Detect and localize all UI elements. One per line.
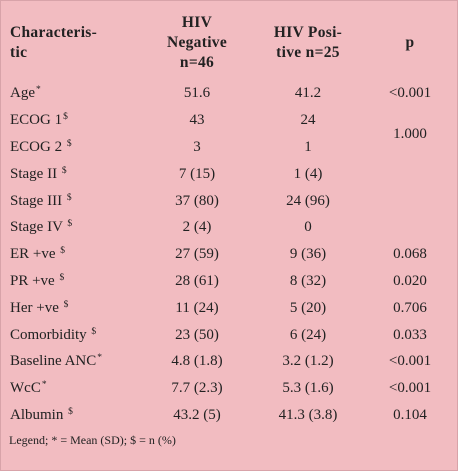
hiv-positive-value: 41.3 (3.8) [278,406,338,423]
row-label: ECOG 1$ [1,107,141,134]
row-label-text: ECOG 1 [10,112,63,129]
hiv-negative-value: 7.7 (2.3) [171,380,223,397]
table-row: ER +ve $27 (59) 9 (36) 0.068 [1,241,457,268]
table-row: Age* 51.6 41.2 <0.001 [1,80,457,107]
table-row: Baseline ANC* 4.8 (1.8) 3.2 (1.2) <0.001 [1,348,457,375]
p-value: 0.068 [393,246,427,263]
hiv-negative-value: 43 [189,112,205,129]
p-value: 0.033 [393,326,427,343]
hiv-negative-value: 27 (59) [175,246,219,263]
hiv-positive-value: 41.2 [294,85,322,102]
hiv-negative-value: 23 (50) [175,326,219,343]
row-label-text: Baseline ANC [10,353,97,370]
table-header-row: Characteris-tic HIV Negative n=46 HIV Posi… [1,1,457,80]
row-label-text: ECOG 2 [10,138,66,155]
hiv-negative-value: 28 (61) [175,272,219,289]
row-label: Stage IV $ [1,214,141,241]
row-label-mark: $ [66,192,72,203]
row-label-mark: $ [63,299,69,310]
hiv-negative-value: 11 (24) [175,299,219,316]
hiv-negative-value: 51.6 [183,85,211,102]
p-value: <0.001 [388,85,432,102]
row-label-text: Her +ve [10,299,63,316]
row-label: WcC* [1,375,141,402]
row-label-mark: $ [60,246,66,257]
p-value: 0.020 [393,272,427,289]
row-label: ECOG 2 $ [1,134,141,161]
table-row: Comorbidity $23 (50) 6 (24) 0.033 [1,321,457,348]
table-row: PR +ve $28 (61) 8 (32) 0.020 [1,268,457,295]
header-p: p [405,34,415,51]
row-label-mark: $ [61,165,67,176]
hiv-negative-value: 2 (4) [182,219,212,236]
row-label-mark: $ [66,138,72,149]
row-label: Comorbidity $ [1,321,141,348]
table-row: Stage IV $2 (4) 0 [1,214,457,241]
row-label: Albumin $ [1,402,141,429]
hiv-positive-value: 5 (20) [289,299,327,316]
hiv-positive-value: 9 (36) [289,246,327,263]
hiv-positive-value: 0 [304,219,312,236]
p-value: 1.000 [393,125,427,142]
hiv-positive-value: 3.2 (1.2) [282,353,334,370]
row-label-mark: $ [91,326,97,337]
row-label-mark: $ [59,272,65,283]
p-value: <0.001 [388,353,432,370]
row-label-text: Albumin [10,406,68,423]
hiv-positive-value: 6 (24) [289,326,327,343]
row-label-text: Stage II [10,165,61,182]
hiv-positive-value: 1 (4) [293,165,323,182]
table-row: Stage III $37 (80) 24 (96) [1,187,457,214]
row-label-mark: * [36,85,41,96]
row-label-mark: $ [67,219,73,230]
hiv-negative-value: 37 (80) [175,192,219,209]
row-label-mark: $ [68,406,73,417]
row-label: ER +ve $ [1,241,141,268]
row-label: Age* [1,80,141,107]
table-row: Her +ve $11 (24) 5 (20) 0.706 [1,294,457,321]
table-row: ECOG 2 $3 1 [1,134,457,161]
table-body: Age* 51.6 41.2 <0.001 ECOG 1$ 43 24 1.000 ECOG 2… [1,80,457,428]
header-characteristic: Characteris-tic [10,24,98,61]
row-label: Baseline ANC* [1,348,141,375]
table-row: ECOG 1$ 43 24 1.000 [1,107,457,141]
hiv-negative-value: 43.2 (5) [173,406,221,423]
row-label: PR +ve $ [1,268,141,295]
row-label-text: WcC [10,380,41,397]
hiv-positive-value: 1 [304,138,312,155]
row-label-text: Stage IV [10,219,67,236]
table-row: Stage II $7 (15) 1 (4) [1,160,457,187]
p-value: 0.706 [393,299,427,316]
row-label-text: PR +ve [10,272,59,289]
legend-row: Legend; * = Mean (SD); $ = n (%) [1,428,457,452]
hiv-positive-value: 24 (96) [286,192,330,209]
p-value [363,160,457,240]
table-row: Albumin $43.2 (5) 41.3 (3.8) 0.104 [1,402,457,429]
p-value: <0.001 [388,380,432,397]
row-label-text: Comorbidity [10,326,91,343]
row-label-mark: * [97,353,102,364]
characteristics-table: Characteris-tic HIV Negative n=46 HIV Posi… [1,1,457,452]
row-label-text: Age [10,85,35,102]
row-label-mark: $ [63,112,68,123]
hiv-positive-value: 24 [300,112,316,129]
hiv-negative-value: 7 (15) [178,165,216,182]
row-label: Stage III $ [1,187,141,214]
row-label: Her +ve $ [1,294,141,321]
table-row: WcC* 7.7 (2.3) 5.3 (1.6) <0.001 [1,375,457,402]
row-label-mark: * [41,380,47,391]
header-hiv-positive: HIV Posi-tive n=25 [273,24,343,61]
hiv-negative-value: 4.8 (1.8) [171,353,223,370]
hiv-positive-value: 8 (32) [289,272,327,289]
hiv-positive-value: 5.3 (1.6) [282,380,334,397]
p-value: 0.104 [393,406,427,423]
row-label-text: Stage III [10,192,66,209]
row-label-text: ER +ve [10,246,60,263]
header-hiv-negative: HIV Negative n=46 [166,14,228,71]
row-label: Stage II $ [1,160,141,187]
legend: Legend; * = Mean (SD); $ = n (%) [9,433,176,448]
hiv-negative-value: 3 [193,138,201,155]
